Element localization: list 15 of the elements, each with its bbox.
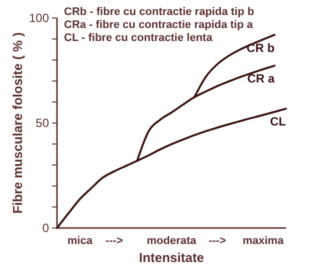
x-tick-label: ---> <box>208 235 226 247</box>
series-label: CR a <box>247 72 275 86</box>
x-tick-label: mica <box>67 235 94 247</box>
x-tick-label: maxima <box>242 235 284 247</box>
annotation: CRa - fibre cu contractie rapida tip a <box>64 19 254 31</box>
y-axis-title: Fibre musculare folosite ( % ) <box>10 32 25 214</box>
y-tick-label: 100 <box>28 11 50 26</box>
x-axis-title: Intensitate <box>138 250 204 265</box>
annotation: CL - fibre cu contractie lenta <box>64 32 214 44</box>
x-tick-label: moderata <box>146 235 198 247</box>
y-tick-label: 50 <box>36 116 50 130</box>
series-label: CL <box>270 114 286 129</box>
y-tick-label: 0 <box>42 221 50 236</box>
annotation: CRb - fibre cu contractie rapida tip b <box>64 6 254 18</box>
x-tick-label: ---> <box>106 235 123 247</box>
